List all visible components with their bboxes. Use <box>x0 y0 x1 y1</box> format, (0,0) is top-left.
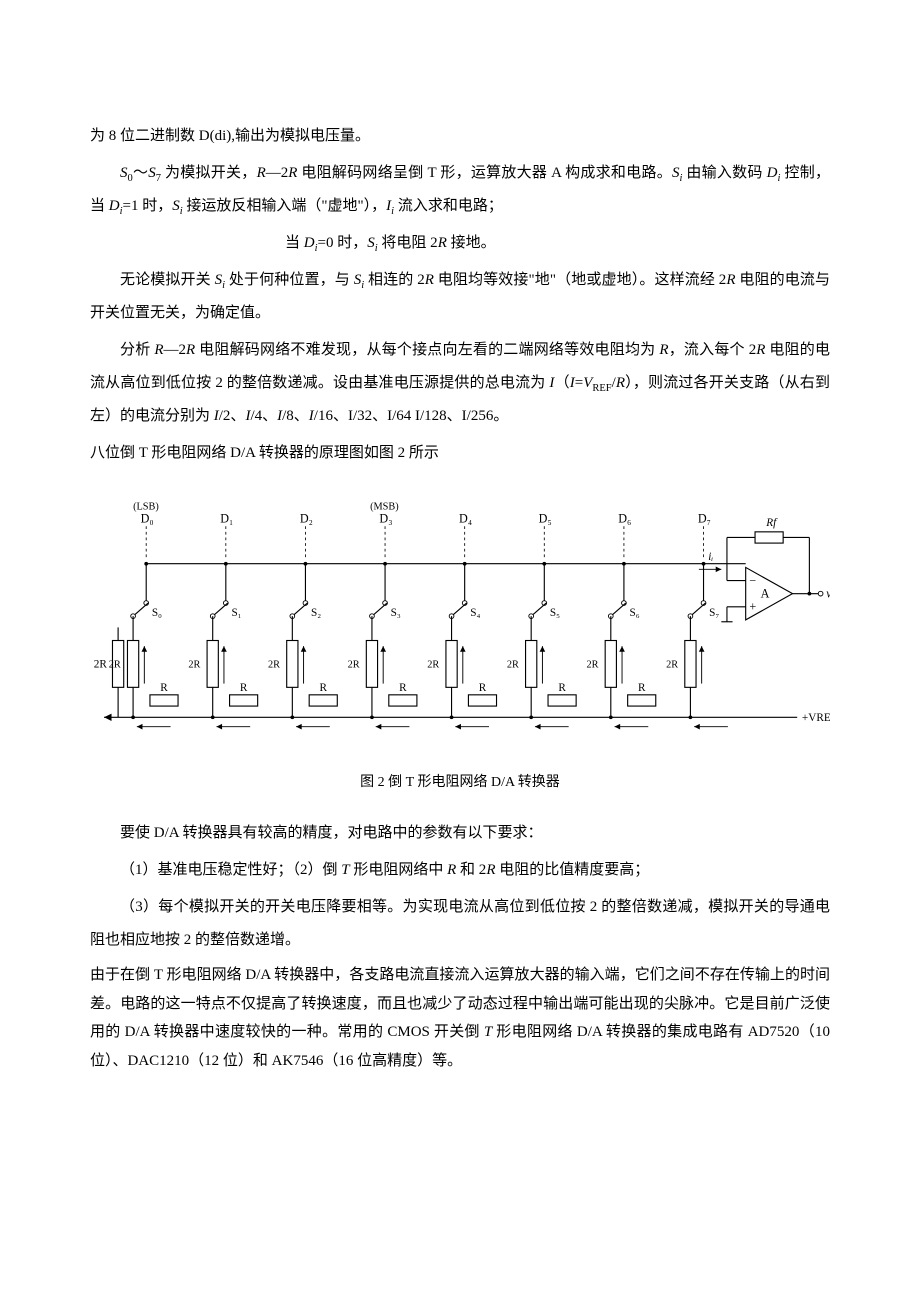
paragraph-5: 要使 D/A 转换器具有较高的精度，对电路中的参数有以下要求： <box>90 817 830 850</box>
section-title: 八位倒 T 形电阻网络 D/A 转换器的原理图如图 2 所示 <box>90 437 830 470</box>
svg-text:2R: 2R <box>348 660 360 671</box>
svg-text:D₃: D₃ <box>379 512 392 526</box>
svg-text:S₁: S₁ <box>231 608 241 620</box>
svg-text:2R: 2R <box>507 660 519 671</box>
svg-text:2R: 2R <box>188 660 200 671</box>
svg-text:2R: 2R <box>268 660 280 671</box>
svg-text:2R: 2R <box>94 659 108 671</box>
svg-text:R: R <box>399 683 407 695</box>
svg-text:−: − <box>749 574 756 588</box>
svg-text:D₇: D₇ <box>698 512 711 526</box>
svg-text:D₆: D₆ <box>618 512 631 526</box>
sym-s: S <box>120 165 128 181</box>
paragraph-2: 当 Di=0 时，Si 将电阻 2R 接地。 <box>90 227 830 260</box>
svg-text:R: R <box>160 683 168 695</box>
svg-text:(MSB): (MSB) <box>370 502 399 513</box>
paragraph-1: S0～S7 为模拟开关，R—2R 电阻解码网络呈倒 T 形，运算放大器 A 构成… <box>90 157 830 223</box>
svg-text:R: R <box>479 683 487 695</box>
paragraph-3: 无论模拟开关 Si 处于何种位置，与 Si 相连的 2R 电阻均等效接"地"（地… <box>90 264 830 330</box>
svg-text:R: R <box>319 683 327 695</box>
svg-text:D₀: D₀ <box>141 512 154 526</box>
paragraph-4: 分析 R—2R 电阻解码网络不难发现，从每个接点向左看的二端网络等效电阻均为 R… <box>90 334 830 433</box>
paragraph-8: 由于在倒 T 形电阻网络 D/A 转换器中，各支路电流直接流入运算放大器的输入端… <box>90 961 830 1075</box>
svg-text:2R: 2R <box>586 660 598 671</box>
svg-text:2R: 2R <box>109 660 121 671</box>
svg-text:2R: 2R <box>427 660 439 671</box>
svg-text:S₀: S₀ <box>152 608 162 620</box>
svg-text:R: R <box>240 683 248 695</box>
circuit-diagram: +VREF D₀(LSB) S₀ D₁ S₁ D₂ S₂ D₃(MSB) S₃ D₄ S₄ D₅ S₅ D… <box>90 500 830 753</box>
svg-text:+VREF: +VREF <box>802 713 830 725</box>
figure-caption: 图 2 倒 T 形电阻网络 D/A 转换器 <box>90 771 830 791</box>
paragraph-intro: 为 8 位二进制数 D(di),输出为模拟电压量。 <box>90 120 830 153</box>
svg-text:+: + <box>749 600 756 614</box>
svg-text:A: A <box>761 587 770 601</box>
svg-text:D₄: D₄ <box>459 512 472 526</box>
svg-text:S₄: S₄ <box>470 608 480 620</box>
svg-text:D₁: D₁ <box>220 512 233 526</box>
paragraph-7: （3）每个模拟开关的开关电压降要相等。为实现电流从高位到低位按 2 的整倍数递减… <box>90 891 830 957</box>
svg-text:D₂: D₂ <box>300 512 313 526</box>
svg-text:S₆: S₆ <box>630 608 640 620</box>
svg-text:S₂: S₂ <box>311 608 321 620</box>
svg-text:S₅: S₅ <box>550 608 560 620</box>
svg-text:iᵢ: iᵢ <box>708 551 713 563</box>
svg-text:R: R <box>638 683 646 695</box>
svg-text:S₇: S₇ <box>709 608 719 620</box>
svg-text:S₃: S₃ <box>391 608 401 620</box>
svg-text:R: R <box>558 683 566 695</box>
svg-text:Rf: Rf <box>765 518 778 530</box>
svg-text:(LSB): (LSB) <box>133 502 159 513</box>
svg-text:2R: 2R <box>666 660 678 671</box>
svg-text:D₅: D₅ <box>539 512 552 526</box>
svg-text:νo: νo <box>826 587 830 601</box>
paragraph-6: （1）基准电压稳定性好；（2）倒 T 形电阻网络中 R 和 2R 电阻的比值精度… <box>90 854 830 887</box>
